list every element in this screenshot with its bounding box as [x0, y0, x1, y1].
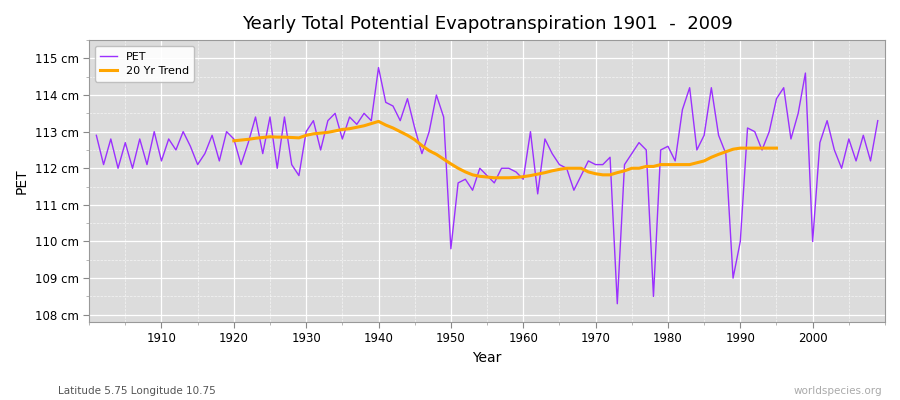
PET [148, 129, 159, 134]
20 Yr Trend [677, 162, 688, 167]
PET [518, 177, 528, 182]
PET [525, 129, 535, 134]
20 Yr Trend [279, 135, 290, 140]
Line: PET: PET [96, 68, 878, 304]
X-axis label: Year: Year [472, 351, 501, 365]
PET [374, 65, 384, 70]
Text: Latitude 5.75 Longitude 10.75: Latitude 5.75 Longitude 10.75 [58, 386, 216, 396]
20 Yr Trend [424, 148, 435, 153]
20 Yr Trend [489, 175, 500, 180]
20 Yr Trend [229, 138, 239, 143]
20 Yr Trend [605, 172, 616, 177]
PET [351, 122, 362, 127]
20 Yr Trend [374, 119, 384, 124]
20 Yr Trend [771, 146, 782, 150]
PET [308, 118, 319, 123]
Text: worldspecies.org: worldspecies.org [794, 386, 882, 396]
PET [91, 133, 102, 138]
PET [872, 118, 883, 123]
PET [612, 301, 623, 306]
Title: Yearly Total Potential Evapotranspiration 1901  -  2009: Yearly Total Potential Evapotranspiratio… [242, 15, 733, 33]
20 Yr Trend [590, 171, 601, 176]
Y-axis label: PET: PET [15, 168, 29, 194]
PET [619, 162, 630, 167]
Legend: PET, 20 Yr Trend: PET, 20 Yr Trend [94, 46, 194, 82]
Line: 20 Yr Trend: 20 Yr Trend [234, 121, 777, 178]
20 Yr Trend [525, 173, 535, 178]
